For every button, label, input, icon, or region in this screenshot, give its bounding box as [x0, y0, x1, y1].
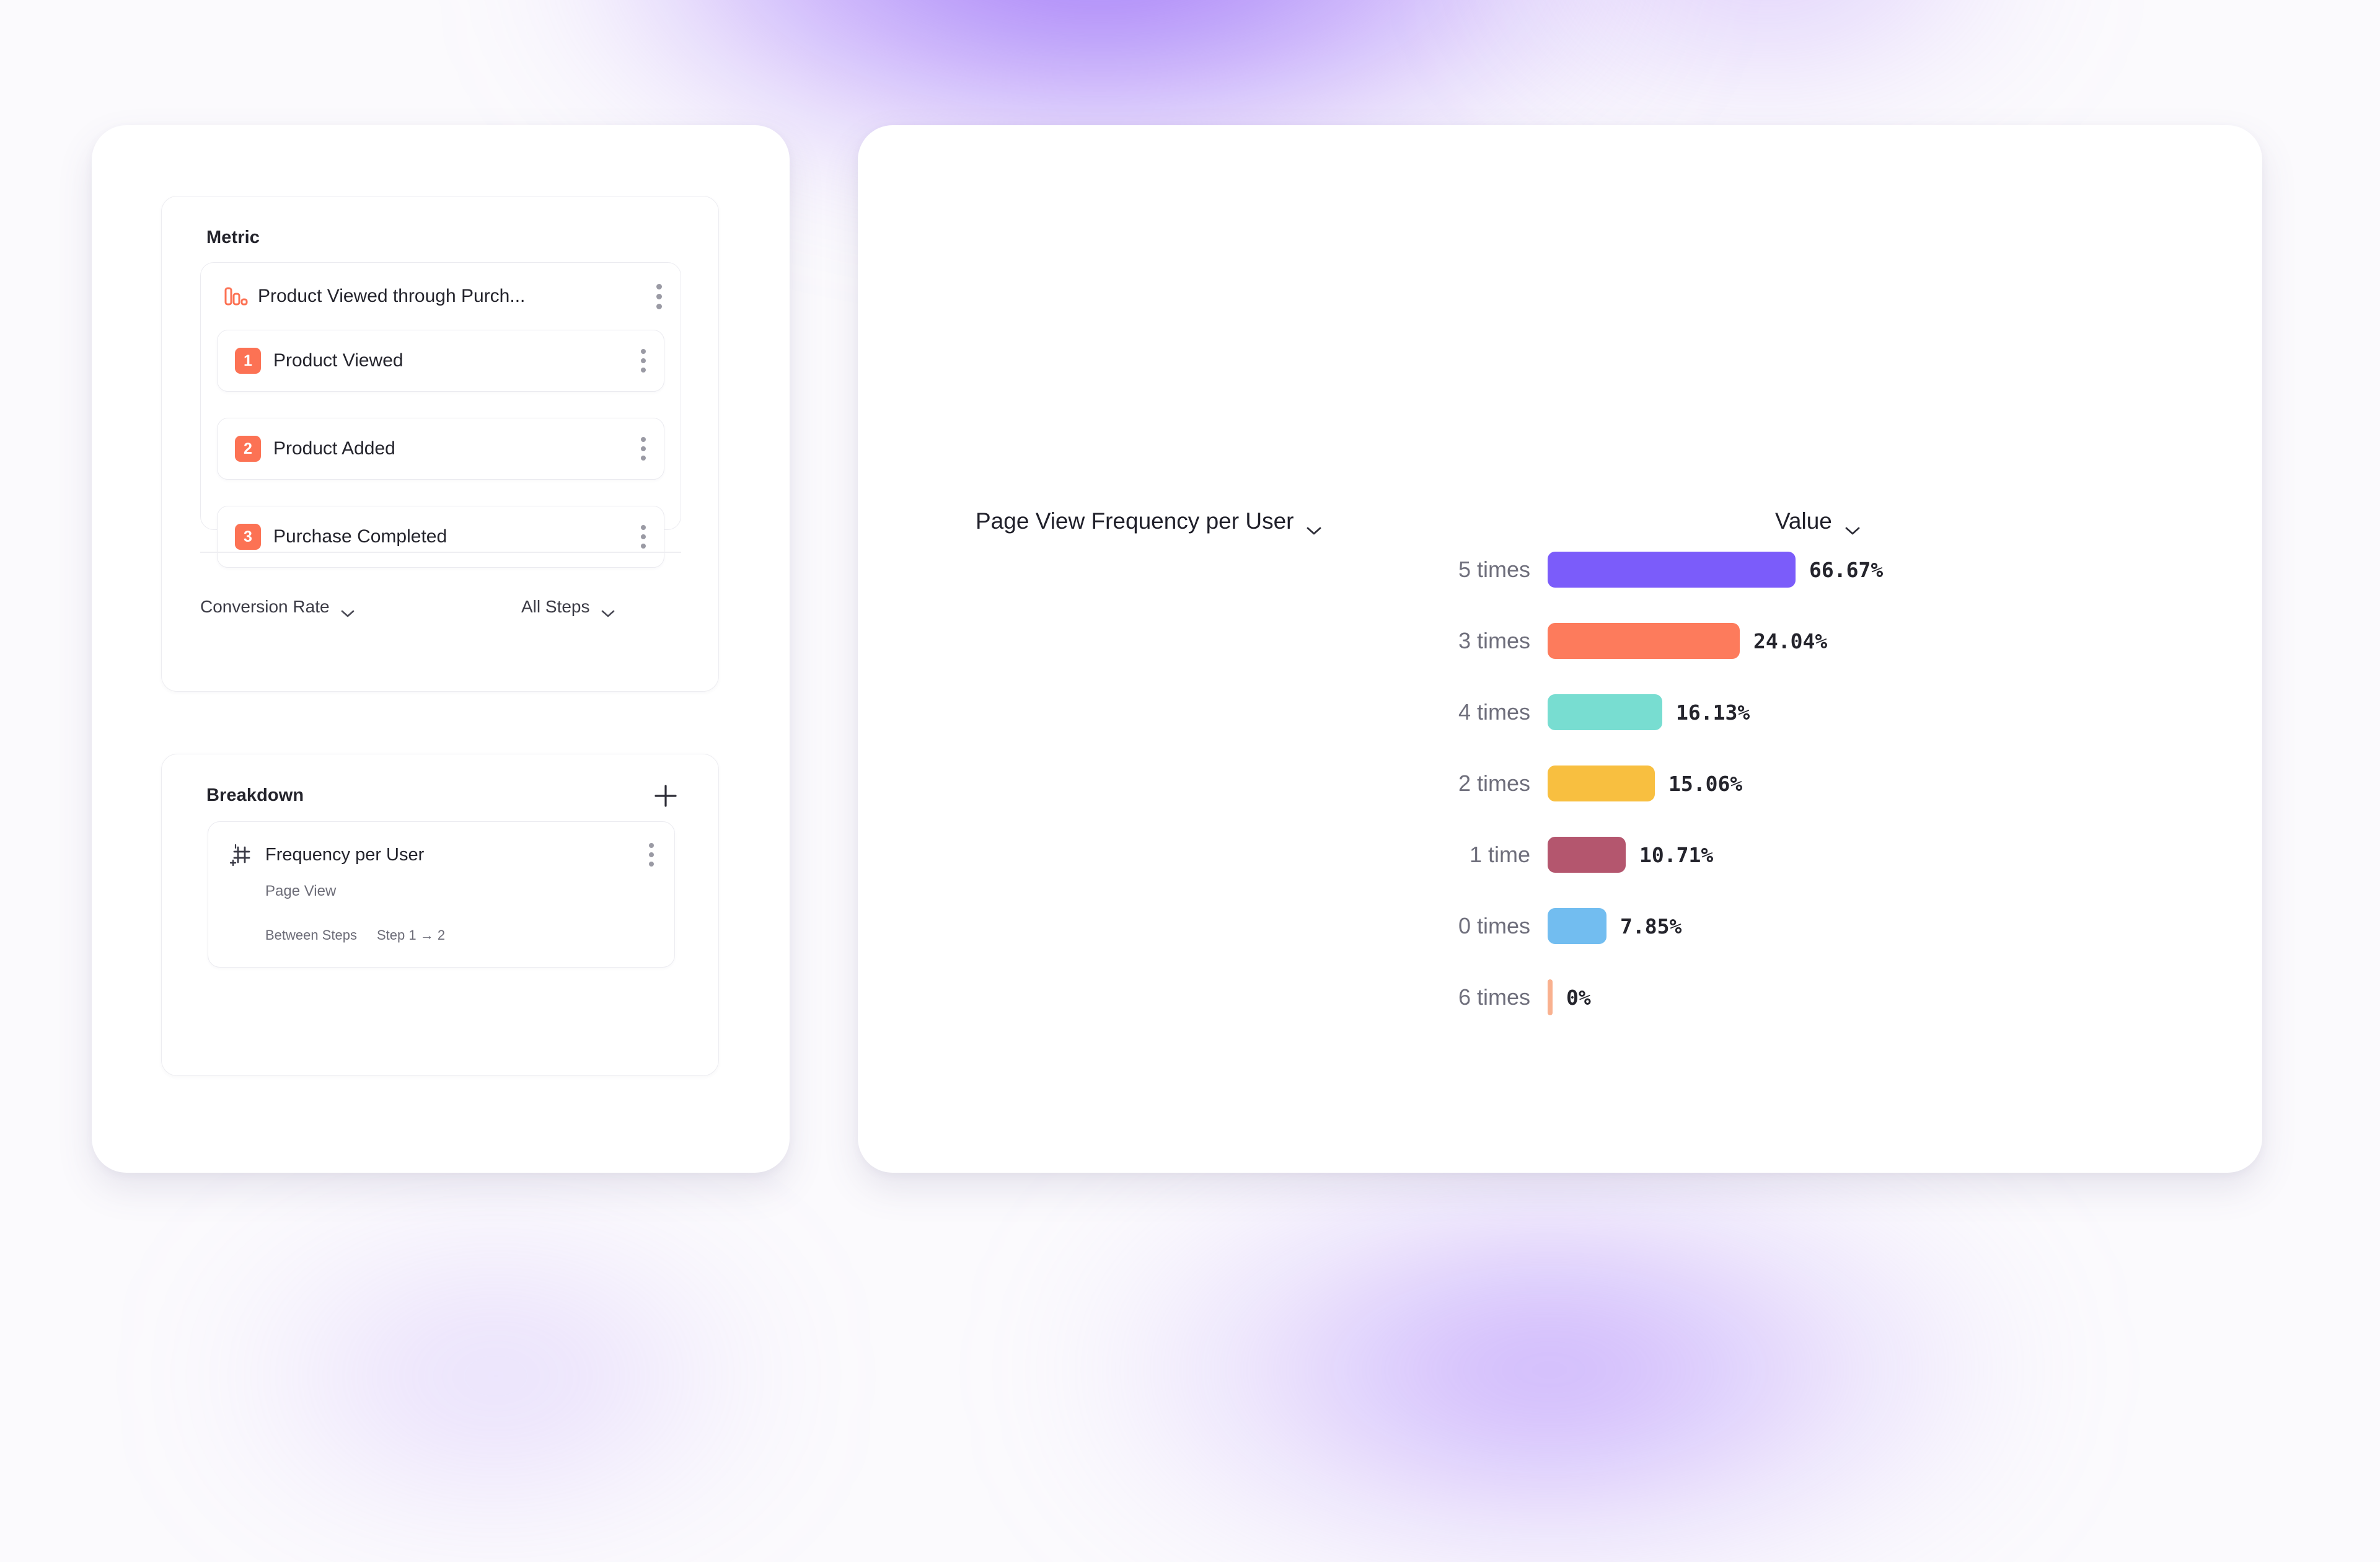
bar-category-label: 2 times [1458, 770, 1530, 796]
funnel-bars-icon [222, 283, 249, 310]
bar-category-label: 3 times [1458, 628, 1530, 653]
conversion-rate-select[interactable]: Conversion Rate [200, 597, 356, 617]
metric-card: Metric Product Viewed through Purch... [161, 196, 719, 692]
bar-row[interactable]: 0 times 7.85% [858, 908, 2262, 944]
bar-track: 16.13% [1548, 694, 1750, 730]
kebab-menu-icon[interactable] [640, 525, 646, 549]
conversion-rate-label: Conversion Rate [200, 597, 330, 616]
kebab-menu-icon[interactable] [640, 437, 646, 461]
funnel-step-1[interactable]: 1 Product Viewed [217, 330, 664, 392]
bar-track: 7.85% [1548, 908, 1681, 944]
bar-value-label: 66.67% [1809, 557, 1884, 582]
dimension-column-header[interactable]: Page View Frequency per User [976, 508, 1323, 535]
step-label: Purchase Completed [273, 526, 447, 547]
bar-value-label: 15.06% [1668, 771, 1743, 796]
breakdown-item-title: Frequency per User [265, 844, 425, 865]
value-header-label: Value [1775, 508, 1832, 534]
bar-track: 10.71% [1548, 837, 1713, 873]
bar-track: 0% [1548, 979, 1591, 1015]
breakdown-meta-label: Between Steps [265, 927, 357, 943]
divider [200, 552, 681, 553]
bar-row[interactable]: 6 times 0% [858, 979, 2262, 1015]
bar-fill [1548, 908, 1606, 944]
bar-category-label: 6 times [1458, 984, 1530, 1010]
bar-row[interactable]: 3 times 24.04% [858, 623, 2262, 659]
bar-category-label: 5 times [1458, 557, 1530, 582]
step-label: Product Added [273, 438, 395, 459]
bar-value-label: 0% [1566, 985, 1591, 1010]
step-number-badge: 2 [235, 436, 261, 462]
left-config-panel: Metric Product Viewed through Purch... [92, 125, 790, 1173]
chevron-down-icon [600, 602, 616, 617]
hash-sparkle-icon [228, 841, 255, 868]
funnel-definition-group: Product Viewed through Purch... 1 Produc… [200, 262, 681, 568]
all-steps-select[interactable]: All Steps [521, 597, 616, 617]
bar-value-label: 7.85% [1620, 914, 1682, 938]
breakdown-item-header: Frequency per User [228, 838, 654, 871]
metric-footer: Conversion Rate All Steps [162, 596, 718, 617]
bar-fill [1548, 694, 1662, 730]
bar-fill [1548, 979, 1553, 1015]
bar-value-label: 24.04% [1753, 629, 1828, 653]
bar-track: 15.06% [1548, 766, 1742, 801]
breakdown-card: Breakdown Frequency per User [161, 754, 719, 1076]
bar-category-label: 1 time [1469, 842, 1530, 867]
bar-category-label: 0 times [1458, 913, 1530, 938]
bar-row[interactable]: 1 time 10.71% [858, 837, 2262, 873]
bar-fill [1548, 552, 1796, 588]
plus-icon[interactable] [651, 782, 680, 810]
bar-value-label: 16.13% [1676, 700, 1750, 725]
bar-track: 24.04% [1548, 623, 1827, 659]
kebab-menu-icon[interactable] [648, 843, 654, 867]
kebab-menu-icon[interactable] [640, 349, 646, 373]
bar-fill [1548, 766, 1655, 801]
bar-fill [1548, 623, 1740, 659]
funnel-step-3[interactable]: 3 Purchase Completed [217, 506, 664, 568]
step-number-badge: 3 [235, 524, 261, 550]
bar-track: 66.67% [1548, 552, 1883, 588]
bar-value-label: 10.71% [1639, 842, 1714, 867]
kebab-menu-icon[interactable] [656, 283, 662, 309]
bar-row[interactable]: 4 times 16.13% [858, 694, 2262, 730]
chart-panel: Page View Frequency per User Value 5 tim… [858, 125, 2262, 1173]
chevron-down-icon [340, 602, 356, 617]
bar-category-label: 4 times [1458, 699, 1530, 725]
metric-divider-wrap [162, 551, 718, 553]
breakdown-event-name: Page View [265, 883, 337, 899]
value-column-header[interactable]: Value [1775, 508, 1862, 535]
step-number-badge: 1 [235, 348, 261, 374]
funnel-step-2[interactable]: 2 Product Added [217, 418, 664, 480]
funnel-name: Product Viewed through Purch... [258, 286, 526, 306]
breakdown-card-title: Breakdown [206, 785, 304, 805]
bar-row[interactable]: 2 times 15.06% [858, 766, 2262, 801]
bar-fill [1548, 837, 1626, 873]
bar-row[interactable]: 5 times 66.67% [858, 552, 2262, 588]
dimension-header-label: Page View Frequency per User [976, 508, 1294, 534]
chevron-down-icon [1305, 516, 1323, 535]
breakdown-meta-value: Step 1 → 2 [376, 927, 446, 943]
step-label: Product Viewed [273, 350, 403, 371]
chevron-down-icon [1843, 516, 1862, 535]
funnel-header-row[interactable]: Product Viewed through Purch... [201, 263, 681, 330]
breakdown-item[interactable]: Frequency per User Page View Between Ste… [208, 821, 675, 968]
metric-card-title: Metric [206, 227, 260, 247]
all-steps-label: All Steps [521, 597, 590, 616]
breakdown-meta: Between Steps Step 1 → 2 [265, 927, 445, 943]
